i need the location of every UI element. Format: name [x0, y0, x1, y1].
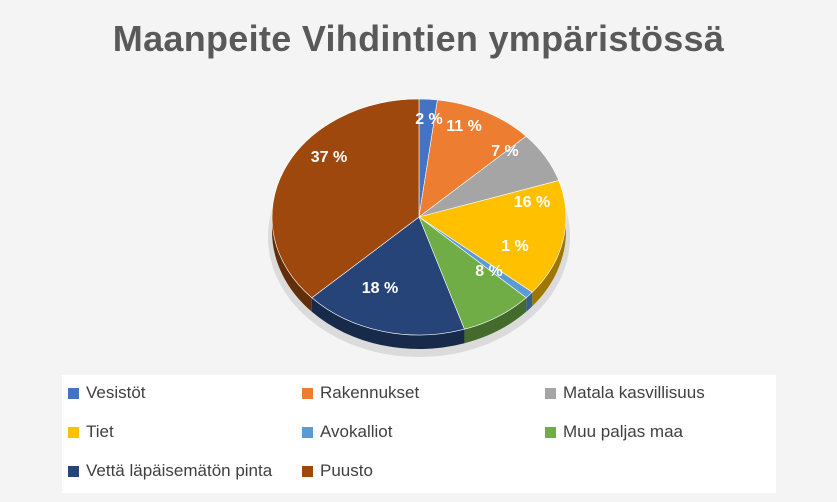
pie-slice-4: [418, 180, 567, 293]
legend-label: Avokalliot: [320, 422, 393, 441]
slice-label-3: 7 %: [491, 143, 519, 160]
pie-side-6: [464, 297, 527, 344]
legend: Vesistöt Rakennukset Matala kasvillisuus Ti…: [62, 375, 776, 493]
legend-label: Rakennukset: [320, 383, 420, 402]
slice-label-2: 11 %: [446, 118, 482, 135]
legend-item: Tiet: [68, 421, 114, 443]
legend-item: Vettä läpäisemätön pinta: [68, 460, 272, 482]
pie-side-5: [526, 292, 533, 312]
pie-side-8: [272, 217, 312, 312]
legend-item: Muu paljas maa: [545, 421, 683, 443]
legend-swatch: [68, 465, 79, 477]
slice-label-4: 16 %: [514, 194, 550, 211]
legend-swatch: [302, 426, 313, 438]
pie-slice-2: [418, 99, 527, 218]
legend-label: Vettä läpäisemätön pinta: [86, 461, 273, 480]
legend-item: Vesistöt: [68, 382, 146, 404]
pie-side-4: [532, 217, 566, 307]
legend-swatch: [302, 465, 313, 477]
legend-item: Puusto: [302, 460, 373, 482]
legend-label: Muu paljas maa: [563, 422, 684, 441]
pie-slice-8: [271, 98, 420, 299]
legend-label: Matala kasvillisuus: [563, 383, 705, 402]
legend-item: Matala kasvillisuus: [545, 382, 705, 404]
legend-swatch: [68, 426, 79, 438]
legend-item: Rakennukset: [302, 382, 419, 404]
legend-item: Avokalliot: [302, 421, 392, 443]
slice-label-1: 2 %: [415, 111, 443, 128]
legend-swatch: [545, 387, 556, 399]
slice-label-6: 8 %: [475, 263, 503, 280]
slice-label-8: 37 %: [311, 149, 347, 166]
legend-swatch: [68, 387, 79, 399]
pie-slice-7: [311, 216, 465, 336]
legend-swatch: [545, 426, 556, 438]
slice-label-7: 18 %: [362, 280, 398, 297]
legend-label: Tiet: [86, 422, 114, 441]
pie-side-7: [311, 297, 465, 349]
legend-label: Vesistöt: [86, 383, 146, 402]
slice-label-5: 1 %: [501, 238, 529, 255]
legend-label: Puusto: [320, 461, 373, 480]
legend-swatch: [302, 387, 313, 399]
chart-title: Maanpeite Vihdintien ympäristössä: [112, 18, 725, 59]
